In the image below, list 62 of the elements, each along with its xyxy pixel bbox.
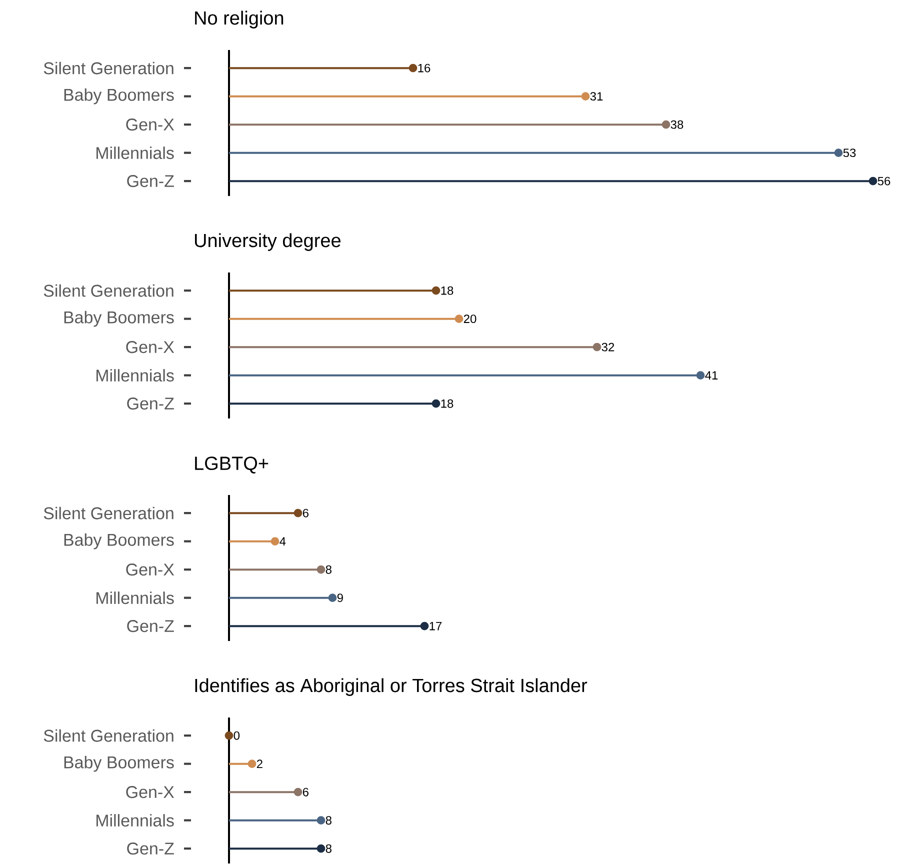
point xyxy=(248,760,256,768)
y-tick-label: Gen-Z xyxy=(127,398,174,410)
data-label: 41 xyxy=(705,371,718,380)
data-label: 16 xyxy=(418,64,430,73)
y-tick-label: Silent Generation xyxy=(44,284,174,298)
data-label: 53 xyxy=(843,148,856,158)
point xyxy=(316,816,326,825)
y-tick-label: Millennials xyxy=(96,814,174,827)
point xyxy=(581,92,590,101)
data-label: 17 xyxy=(430,622,442,630)
point xyxy=(294,788,302,796)
y-tick-label: Millennials xyxy=(96,369,174,382)
data-label: 38 xyxy=(670,120,684,130)
point xyxy=(270,537,280,546)
y-tick-label: Silent Generation xyxy=(44,507,174,520)
data-label: 6 xyxy=(302,509,308,518)
data-label: 6 xyxy=(302,788,308,797)
data-label: 0 xyxy=(234,732,240,740)
data-label: 8 xyxy=(326,844,332,854)
y-tick-label: Silent Generation xyxy=(44,62,174,75)
data-label: 8 xyxy=(326,816,332,825)
point xyxy=(454,314,464,324)
y-tick-label: Baby Boomers xyxy=(64,311,174,327)
point xyxy=(662,120,670,129)
point xyxy=(224,732,234,740)
data-label: 56 xyxy=(878,177,890,186)
text: No religion xyxy=(195,10,284,29)
data-label: 4 xyxy=(280,537,286,546)
point xyxy=(592,343,602,352)
data-label: 18 xyxy=(441,286,454,296)
y-tick-label: Gen-Z xyxy=(127,620,174,632)
y-tick-label: Gen-X xyxy=(126,564,174,576)
point xyxy=(432,286,440,295)
data-label: 31 xyxy=(590,92,603,101)
y-tick-label: Millennials xyxy=(96,592,174,604)
point xyxy=(408,64,418,72)
y-tick-label: Gen-X xyxy=(126,118,174,131)
chart-title: LGBTQ+ xyxy=(195,456,268,474)
point xyxy=(294,509,302,518)
y-tick-label: Gen-Z xyxy=(127,175,174,188)
data-label: 9 xyxy=(337,594,343,602)
text: University degree xyxy=(194,233,340,252)
data-label: 2 xyxy=(256,760,262,768)
y-tick-label: Baby Boomers xyxy=(64,88,174,104)
y-tick-label: Gen-Z xyxy=(127,842,174,855)
point xyxy=(316,566,326,574)
y-tick-label: Baby Boomers xyxy=(64,534,174,550)
y-tick-label: Gen-X xyxy=(126,786,174,798)
point xyxy=(432,400,440,408)
data-label: 32 xyxy=(602,343,614,352)
data-label: 18 xyxy=(441,400,454,408)
y-tick-label: Baby Boomers xyxy=(64,756,174,772)
y-tick-label: Silent Generation xyxy=(44,730,174,742)
point xyxy=(420,622,429,630)
point xyxy=(328,594,337,602)
data-label: 20 xyxy=(464,314,476,324)
data-label: 8 xyxy=(326,566,332,574)
y-tick-label: Millennials xyxy=(96,146,174,160)
y-tick-label: Gen-X xyxy=(126,341,174,354)
text: Identifies as Aboriginal or Torres Strait Islander xyxy=(195,678,588,696)
point xyxy=(834,148,843,158)
point xyxy=(696,371,705,380)
